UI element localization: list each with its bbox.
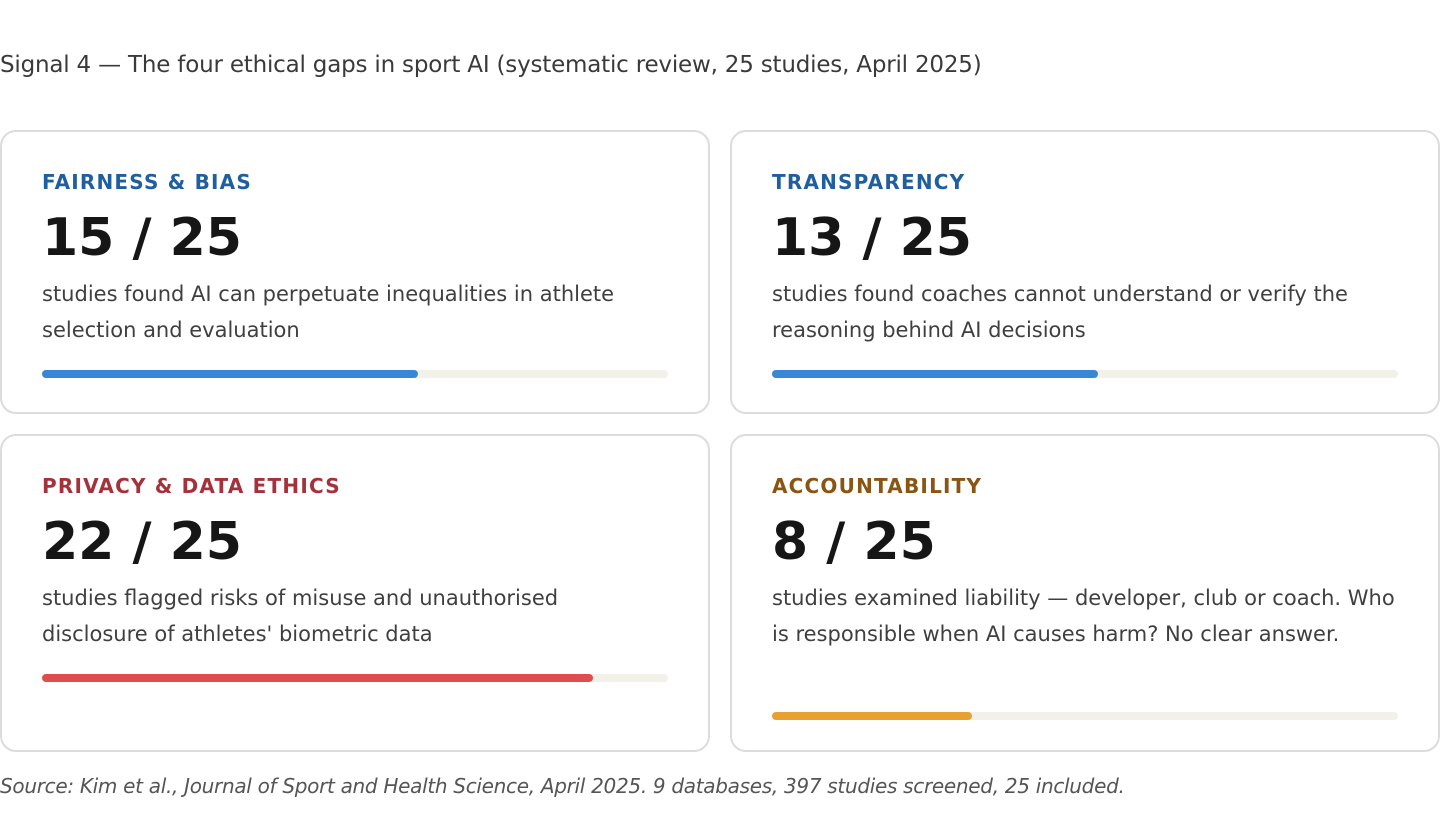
stat-card: TRANSPARENCY 13 / 25 studies found coaches… [730,130,1440,414]
card-grid: FAIRNESS & BIAS 15 / 25 studies found AI c… [0,130,1440,752]
stat-card: PRIVACY & DATA ETHICS 22 / 25 studies flag… [0,434,710,752]
card-label: ACCOUNTABILITY [772,474,983,498]
progress-fill [772,712,973,720]
stat-card: FAIRNESS & BIAS 15 / 25 studies found AI c… [0,130,710,414]
card-score: 8 / 25 [772,512,936,572]
progress-track [772,712,1398,720]
source-note: Source: Kim et al., Journal of Sport and… [0,774,1125,798]
card-description: studies found coaches cannot understand … [772,282,1348,342]
progress-fill [42,370,418,378]
card-description: studies found AI can perpetuate inequali… [42,282,615,342]
card-score: 15 / 25 [42,208,242,268]
card-label: FAIRNESS & BIAS [42,170,252,194]
progress-fill [772,370,1098,378]
progress-track [772,370,1398,378]
progress-fill [42,674,593,682]
card-label: TRANSPARENCY [772,170,966,194]
stat-card: ACCOUNTABILITY 8 / 25 studies examined lia… [730,434,1440,752]
title: Signal 4 — The four ethical gaps in spor… [0,52,982,78]
card-score: 13 / 25 [772,208,972,268]
card-score: 22 / 25 [42,512,242,572]
card-description: studies examined liability — developer, … [772,586,1395,646]
progress-track [42,674,668,682]
card-description: studies flagged risks of misuse and unau… [42,586,559,646]
progress-track [42,370,668,378]
card-label: PRIVACY & DATA ETHICS [42,474,341,498]
